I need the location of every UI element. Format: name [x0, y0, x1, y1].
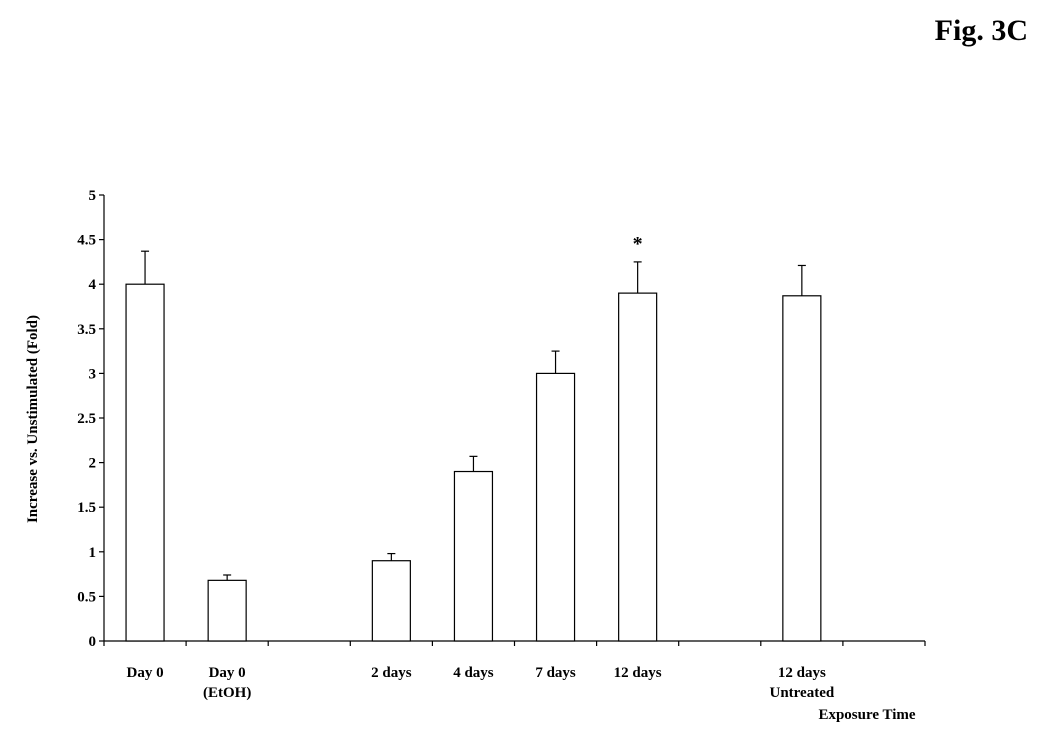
category-label: Day 0 [209, 665, 246, 681]
figure-label: Fig. 3C [934, 14, 1028, 47]
category-label: (EtOH) [203, 685, 251, 701]
bar [453, 470, 494, 642]
y-tick-label: 5 [89, 188, 97, 204]
category-labels: Day 0 Day 0 (EtOH) 2 days 4 days 7 days 12 day… [127, 665, 835, 701]
bar [125, 283, 165, 642]
y-tick-label: 2.5 [77, 411, 96, 427]
bar [371, 560, 411, 642]
y-tick-label: 0 [89, 634, 97, 650]
category-label: 7 days [535, 665, 576, 681]
bar [207, 579, 247, 642]
bar [782, 295, 822, 642]
y-tick-label: 4 [89, 277, 97, 293]
category-label: 12 days [778, 665, 826, 681]
category-label: 12 days [614, 665, 662, 681]
x-axis [103, 640, 926, 646]
y-tick-label: 3 [89, 366, 97, 382]
x-axis-title: Exposure Time [818, 707, 915, 723]
y-tick-label: 1 [89, 545, 97, 561]
y-tick-label: 4.5 [77, 233, 96, 249]
category-label: Untreated [769, 685, 834, 701]
bar [535, 372, 576, 642]
y-axis: 0 0.5 1 1.5 2 2.5 3 3.5 4 4.5 5 [77, 188, 105, 650]
category-label: 2 days [371, 665, 412, 681]
y-tick-label: 0.5 [77, 589, 96, 605]
category-label: Day 0 [127, 665, 164, 681]
bars: * [125, 233, 822, 642]
category-label: 4 days [453, 665, 494, 681]
y-tick-label: 1.5 [77, 500, 96, 516]
bar [618, 292, 658, 642]
y-tick-label: 3.5 [77, 322, 96, 338]
y-tick-label: 2 [89, 456, 97, 472]
y-axis-title: Increase vs. Unstimulated (Fold) [25, 315, 41, 523]
significance-marker: * [633, 233, 643, 255]
